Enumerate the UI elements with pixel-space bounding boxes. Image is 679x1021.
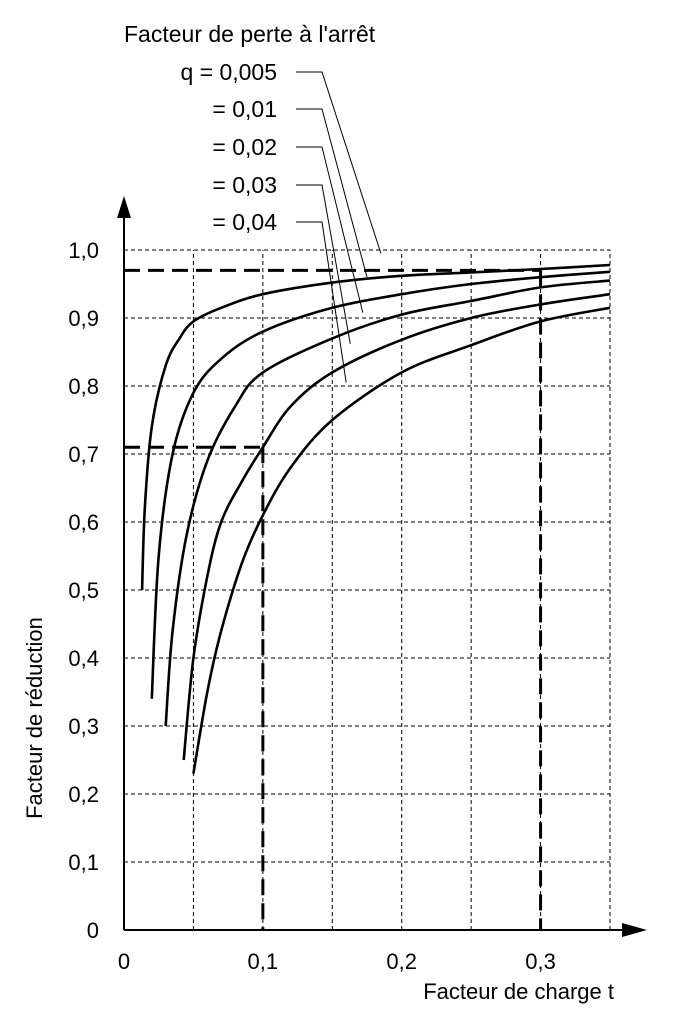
legend-entry-3: = 0,02 (212, 134, 277, 160)
grid-layer (124, 249, 611, 930)
x-tick-label: 0,3 (525, 949, 556, 974)
series-line-5 (192, 306, 611, 774)
y-tick-label: 0,9 (68, 306, 99, 331)
y-tick-label: 0,8 (68, 374, 99, 399)
y-tick-label: 0,3 (68, 714, 99, 739)
legend-entry-1: q = 0,005 (180, 59, 277, 85)
series-line-1 (140, 263, 611, 591)
axes (117, 196, 647, 937)
tick-labels: 0 0,1 0,2 0,3 0,4 0,5 0,6 0,7 0,8 0,9 1,0 0 0,1 0,2 0,… (68, 238, 555, 974)
y-axis-arrow (117, 196, 131, 218)
legend-entry-4: = 0,03 (212, 172, 277, 198)
curve-layer (140, 263, 611, 774)
y-tick-label: 0 (87, 918, 99, 943)
legend-leader-line (296, 221, 347, 383)
y-axis-label: Facteur de réduction (22, 617, 47, 819)
y-tick-label: 0,5 (68, 578, 99, 603)
x-tick-label: 0 (118, 949, 130, 974)
legend-leader-line (296, 146, 364, 313)
legend-leaders (296, 71, 382, 383)
legend-leader-line (296, 108, 368, 278)
x-axis-label: Facteur de charge t (423, 979, 614, 1004)
y-tick-label: 0,6 (68, 510, 99, 535)
y-tick-label: 0,7 (68, 442, 99, 467)
legend: Facteur de perte à l'arrêt q = 0,005 = 0,… (124, 21, 376, 235)
x-tick-label: 0,2 (386, 949, 417, 974)
legend-entry-2: = 0,01 (212, 96, 277, 122)
legend-entry-5: = 0,04 (212, 209, 277, 235)
x-axis-arrow (622, 923, 647, 937)
legend-title: Facteur de perte à l'arrêt (124, 21, 376, 47)
series-line-4 (182, 292, 611, 761)
series-line-2 (150, 270, 611, 699)
series-line-3 (164, 279, 611, 727)
reference-lines (124, 268, 543, 930)
y-tick-label: 0,2 (68, 782, 99, 807)
y-tick-label: 1,0 (68, 238, 99, 263)
y-tick-label: 0,1 (68, 850, 99, 875)
legend-leader-line (296, 71, 382, 254)
y-tick-label: 0,4 (68, 646, 99, 671)
x-tick-label: 0,1 (248, 949, 279, 974)
legend-leader-line (296, 184, 351, 344)
